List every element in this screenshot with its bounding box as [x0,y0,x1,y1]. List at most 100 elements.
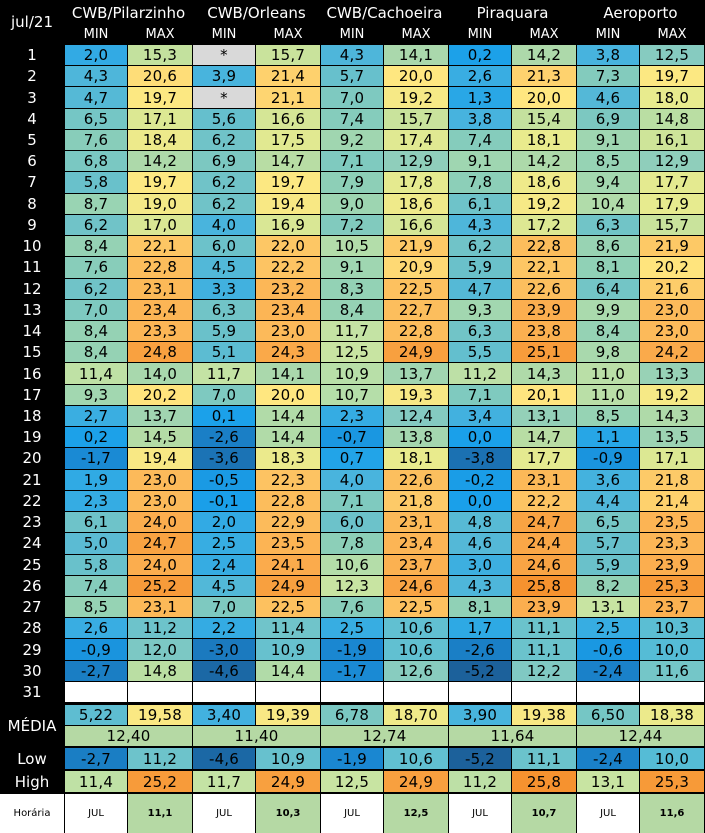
min-cell: 6,2 [193,172,255,193]
min-cell: 6,5 [577,512,639,533]
min-cell: 9,1 [321,257,383,278]
min-cell: 8,2 [577,575,639,596]
col-label-min: MIN [595,26,621,42]
min-cell: 0,1 [193,405,255,427]
day-label: 16 [22,364,42,383]
max-cell: 14,2 [512,45,576,66]
min-cell: 5,5 [449,342,511,363]
max-cell: 23,4 [384,533,448,554]
min-cell: 3,8 [449,108,511,129]
min-cell: 6,9 [577,108,639,129]
max-cell: 17,1 [640,448,704,469]
media-cell: 3,40 [193,705,255,726]
max-cell: 12,9 [640,151,704,172]
max-cell: 23,0 [256,320,320,342]
col-label-min: MIN [211,26,237,42]
max-cell: 23,3 [128,320,192,342]
max-cell: 12,4 [384,405,448,427]
max-cell: 21,3 [512,66,576,87]
max-cell: 23,0 [128,490,192,512]
min-cell: 2,5 [193,533,255,554]
horaria-value: 12,5 [384,794,448,833]
max-cell: 24,7 [512,512,576,533]
min-cell: -2,6 [449,639,511,660]
min-cell: 2,3 [321,405,383,427]
max-cell: 23,4 [256,299,320,320]
horaria-month: JUL [321,794,383,833]
day-label: 4 [27,109,37,128]
min-cell: 13,1 [577,596,639,618]
day-label: 1 [27,46,37,65]
min-cell: -3,0 [193,639,255,660]
min-cell: -3,8 [449,448,511,469]
max-cell: 14,3 [640,405,704,427]
min-cell: 5,7 [321,66,383,87]
min-cell: 4,8 [449,512,511,533]
max-cell: 14,1 [256,363,320,384]
max-cell: 23,1 [128,278,192,299]
min-cell: 6,2 [193,129,255,151]
high-cell: 13,1 [577,771,639,793]
high-cell: 11,7 [193,771,255,793]
min-cell: -0,7 [321,427,383,448]
low-cell: -4,6 [193,748,255,770]
min-cell: 4,0 [193,214,255,236]
min-cell: 11,4 [65,363,127,384]
max-cell: 21,4 [256,66,320,87]
max-cell: 14,7 [256,151,320,172]
horaria-value: 10,3 [256,794,320,833]
min-cell: 9,3 [65,384,127,405]
min-cell: 7,6 [65,129,127,151]
max-cell: 12,6 [384,660,448,681]
max-cell: 13,3 [640,363,704,384]
min-cell: 8,5 [65,596,127,618]
max-cell: 22,2 [256,257,320,278]
max-cell: 20,2 [128,384,192,405]
max-cell: 21,9 [640,236,704,257]
max-cell: 14,4 [256,405,320,427]
day-label: 9 [27,215,37,234]
min-cell: 8,1 [577,257,639,278]
min-cell: 3,0 [449,554,511,575]
max-cell: 17,2 [512,214,576,236]
min-cell: 8,5 [577,405,639,427]
max-cell: 11,6 [640,660,704,681]
max-cell: 23,0 [128,469,192,490]
station-header: Piraquara [476,4,549,22]
day-label: 26 [22,576,42,595]
col-label-min: MIN [83,26,109,42]
max-cell: 18,3 [256,448,320,469]
min-cell: 10,7 [321,384,383,405]
max-cell: 22,8 [512,236,576,257]
max-cell: 21,6 [640,278,704,299]
min-cell: 7,2 [321,214,383,236]
min-cell: 5,6 [193,108,255,129]
min-cell: 4,6 [449,533,511,554]
max-cell: 18,6 [512,172,576,193]
max-cell: 24,0 [128,512,192,533]
min-cell: 3,9 [193,66,255,87]
max-cell: 15,7 [384,108,448,129]
max-cell: 10,6 [384,618,448,639]
station-header: Aeroporto [603,4,678,22]
min-cell: 4,3 [449,214,511,236]
max-cell [128,681,192,703]
high-cell: 11,2 [449,771,511,793]
low-cell: 10,9 [256,748,320,770]
min-cell: 10,6 [321,554,383,575]
min-cell: 5,9 [449,257,511,278]
min-cell: 7,4 [65,575,127,596]
max-cell: 22,7 [384,299,448,320]
min-cell: 7,4 [449,129,511,151]
min-cell: 5,7 [577,533,639,554]
max-cell: 19,7 [128,87,192,108]
low-cell: -5,2 [449,748,511,770]
min-cell: 6,2 [449,236,511,257]
min-cell: 9,8 [577,342,639,363]
station-mean-cell: 11,40 [193,726,320,747]
station-header: CWB/Pilarzinho [71,4,186,22]
day-label: 27 [22,598,42,617]
max-cell: 16,6 [384,214,448,236]
horaria-month: JUL [577,794,639,833]
min-cell: 12,5 [321,342,383,363]
